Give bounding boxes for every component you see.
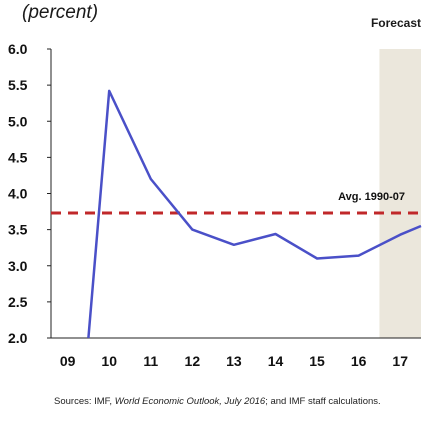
series-line bbox=[87, 89, 422, 339]
source-suffix: ; and IMF staff calculations. bbox=[265, 396, 381, 407]
unit-label: (percent) bbox=[22, 2, 99, 23]
y-tick-label: 4.0 bbox=[8, 186, 28, 202]
y-tick-label: 2.0 bbox=[8, 330, 28, 346]
x-tick-label: 12 bbox=[185, 353, 201, 369]
y-tick-label: 2.5 bbox=[8, 294, 28, 310]
x-tick-label: 14 bbox=[268, 353, 284, 369]
y-axis: 6.0 5.5 5.0 4.5 4.0 3.5 3.0 2.5 2.0 bbox=[8, 41, 52, 346]
y-tick-label: 3.5 bbox=[8, 222, 28, 238]
x-tick-label: 11 bbox=[143, 353, 158, 369]
y-tick-label: 5.5 bbox=[8, 77, 28, 93]
x-tick-label: 16 bbox=[351, 353, 367, 369]
y-tick-label: 3.0 bbox=[8, 258, 28, 274]
source-note: Sources: IMF, World Economic Outlook, Ju… bbox=[54, 395, 404, 408]
x-tick-label: 15 bbox=[309, 353, 325, 369]
x-tick-label: 13 bbox=[226, 353, 242, 369]
y-tick-label: 5.0 bbox=[8, 113, 28, 129]
forecast-shade bbox=[379, 49, 421, 338]
line-chart: 6.0 5.5 5.0 4.5 4.0 3.5 3.0 2.5 2.0 09 10 11 12 13 14… bbox=[8, 41, 422, 369]
y-tick-label: 6.0 bbox=[8, 41, 28, 57]
x-axis: 09 10 11 12 13 14 15 16 17 bbox=[51, 337, 421, 369]
x-tick-label: 17 bbox=[392, 353, 408, 369]
source-prefix: Sources: IMF, bbox=[54, 396, 115, 407]
x-tick-label: 10 bbox=[101, 353, 117, 369]
source-title: World Economic Outlook, July 2016 bbox=[114, 396, 266, 407]
x-tick-label: 09 bbox=[60, 353, 76, 369]
y-tick-label: 4.5 bbox=[8, 149, 28, 165]
reference-line-label: Avg. 1990-07 bbox=[338, 191, 405, 203]
forecast-label: Forecast bbox=[370, 16, 421, 30]
